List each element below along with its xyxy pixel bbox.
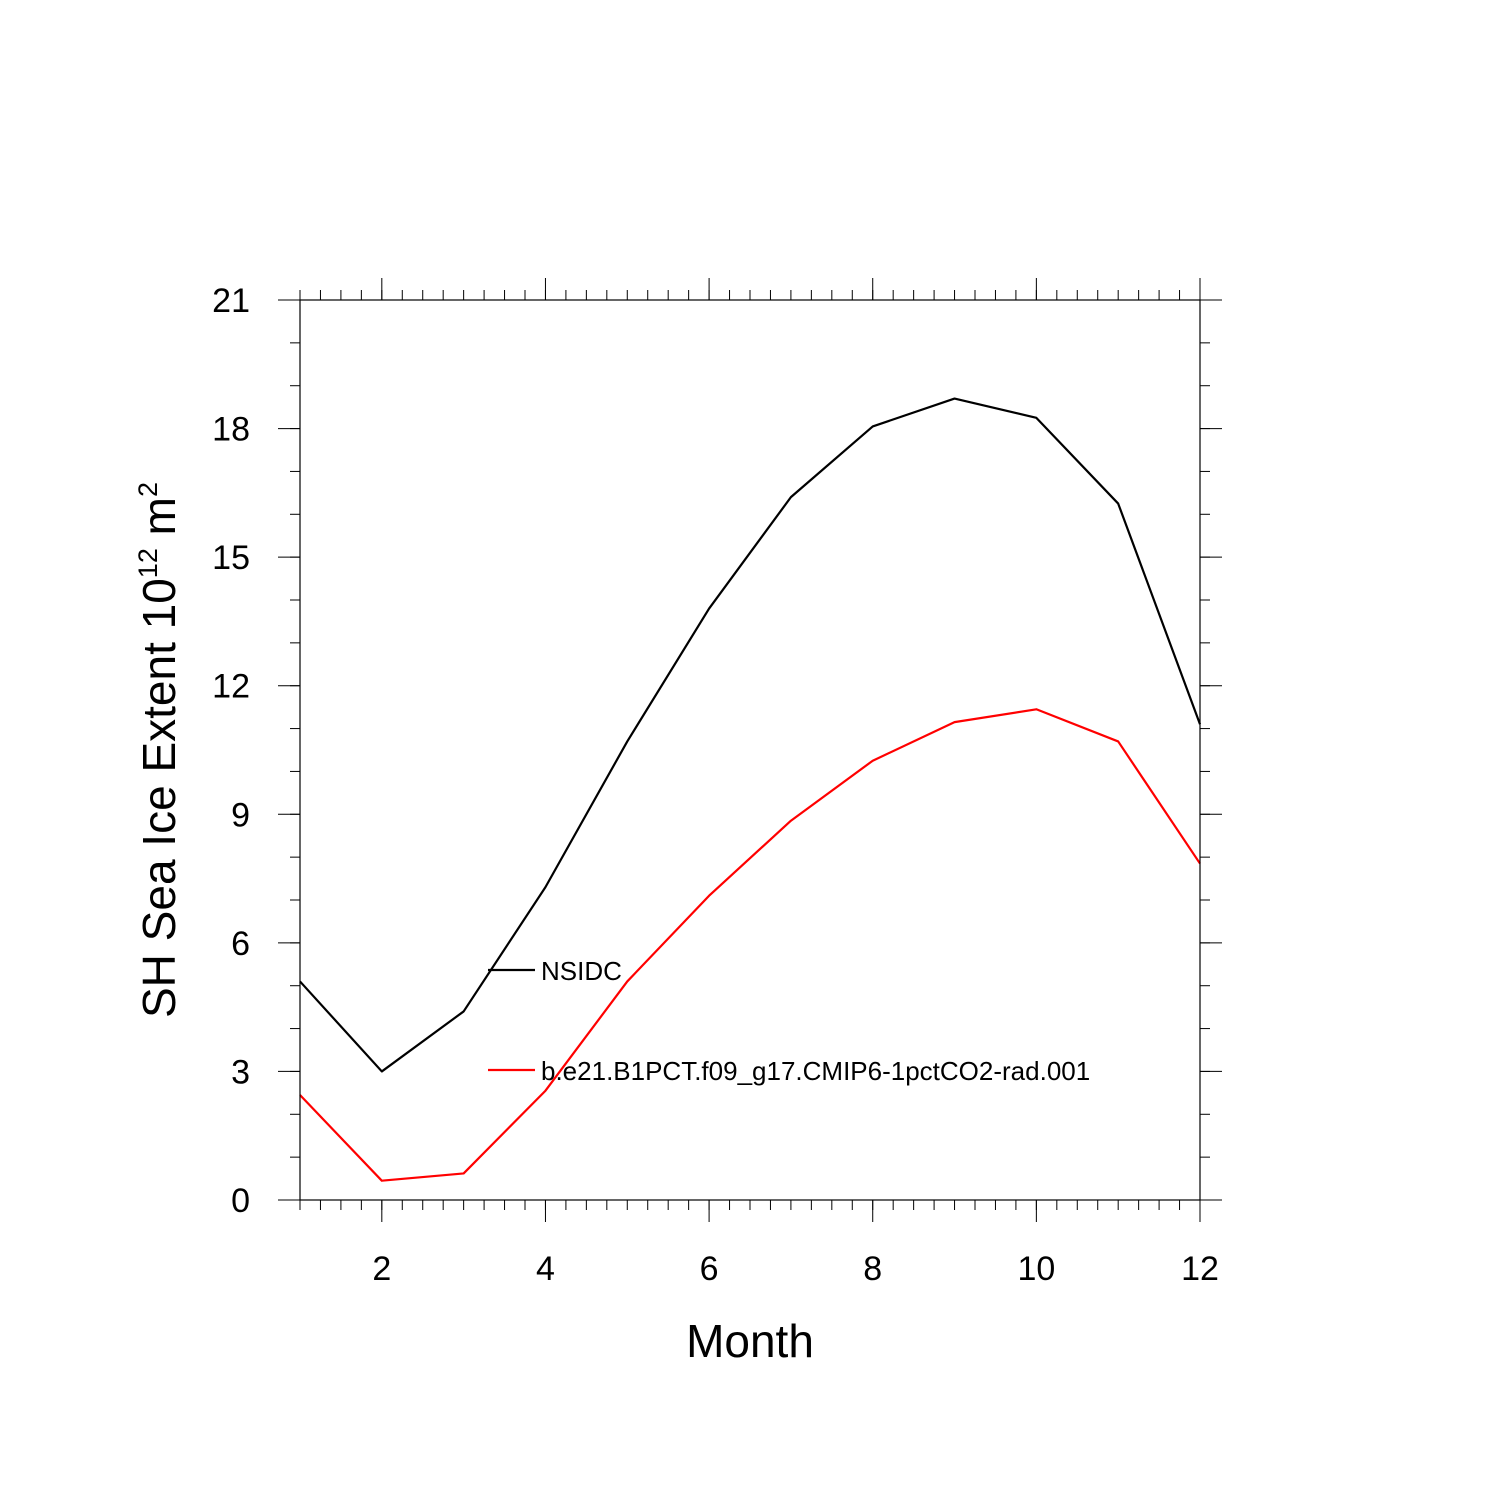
- legend-label-1: NSIDC: [541, 956, 622, 986]
- x-tick-label: 4: [536, 1250, 555, 1288]
- y-tick-label: 15: [212, 539, 250, 577]
- x-tick-label: 8: [863, 1250, 882, 1288]
- x-tick-label: 12: [1181, 1250, 1219, 1288]
- y-tick-label: 6: [231, 925, 250, 963]
- series-line-2: [299, 708, 1201, 1182]
- y-tick-label: 9: [231, 796, 250, 834]
- tick-labels: 2 4 6 8 10 12 0 3 6 9 12 15 18 21: [212, 282, 1219, 1288]
- series-lines: [299, 397, 1202, 1182]
- x-tick-label: 10: [1017, 1250, 1055, 1288]
- plot-frame: [299, 299, 1201, 1201]
- y-axis-title-unit: m: [133, 497, 185, 548]
- x-axis-title: Month: [686, 1315, 814, 1367]
- major-ticks: [278, 278, 1222, 1222]
- legend: NSIDC b.e21.B1PCT.f09_g17.CMIP6-1pctCO2-r…: [488, 956, 1090, 1086]
- y-tick-label: 0: [231, 1182, 250, 1220]
- legend-label-2: b.e21.B1PCT.f09_g17.CMIP6-1pctCO2-rad.00…: [541, 1056, 1090, 1086]
- y-tick-label: 21: [212, 282, 250, 320]
- y-axis-title-exponent: 12: [133, 548, 163, 578]
- series-line-1: [299, 397, 1202, 1073]
- x-tick-label: 2: [372, 1250, 391, 1288]
- y-axis-title-unit-exponent: 2: [133, 482, 163, 497]
- y-axis-title-main: SH Sea Ice Extent 10: [133, 578, 185, 1018]
- y-tick-label: 18: [212, 411, 250, 449]
- x-tick-label: 6: [700, 1250, 719, 1288]
- y-axis-title: SH Sea Ice Extent 1012 m2: [133, 482, 185, 1018]
- y-tick-label: 12: [212, 668, 250, 706]
- y-tick-label: 3: [231, 1053, 250, 1091]
